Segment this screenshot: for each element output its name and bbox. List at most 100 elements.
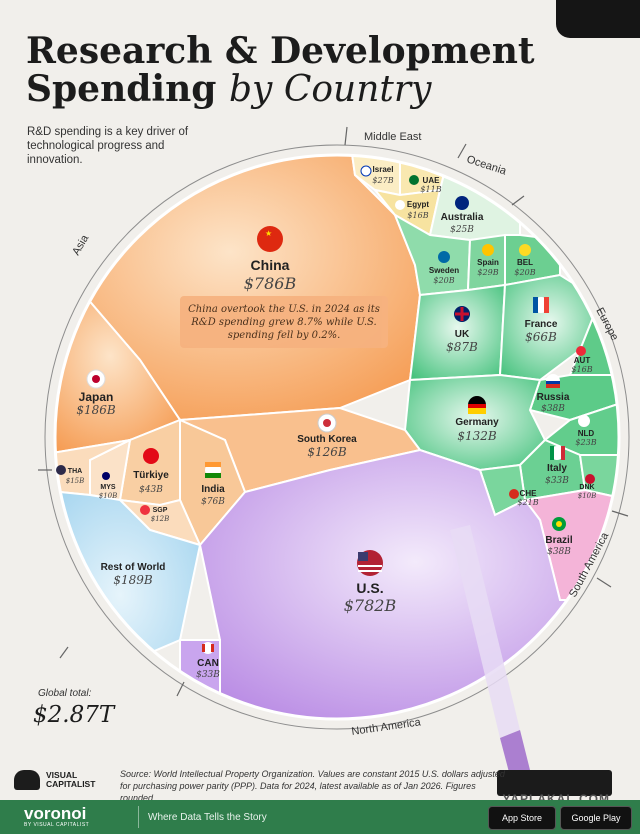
label-uae: UAE (423, 176, 441, 185)
uae-flag-icon (409, 175, 419, 185)
value-uae: $11B (420, 185, 441, 194)
value-egypt: $16B (407, 211, 428, 220)
label-israel: Israel (373, 165, 394, 174)
voronoi-brand-text: voronoi (24, 804, 87, 823)
value-russia: $38B (541, 404, 565, 414)
israel-flag-icon (360, 165, 372, 177)
label-south-korea: South Korea (297, 434, 357, 445)
outer-ring (44, 144, 630, 730)
label-italy: Italy (547, 463, 567, 474)
subtitle: R&D spending is a key driver of technolo… (27, 126, 189, 166)
austria-flag-icon (576, 346, 586, 356)
value-bel: $20B (514, 268, 535, 277)
value-us: $782B (344, 596, 397, 615)
value-nld: $23B (575, 438, 596, 447)
australia-flag-icon (455, 196, 469, 210)
value-israel: $27B (372, 176, 393, 185)
label-nld: NLD (578, 429, 595, 438)
logo-line1: VISUAL (46, 770, 78, 780)
label-sgp: SGP (153, 507, 168, 514)
thailand-flag-icon (56, 465, 66, 475)
label-egypt: Egypt (407, 200, 430, 209)
label-spain: Spain (477, 258, 499, 267)
value-spain: $29B (477, 268, 498, 277)
denmark-flag-icon (585, 474, 595, 484)
value-che: $21B (517, 498, 538, 507)
flags: ★ (56, 165, 595, 654)
visual-capitalist-logo-icon (14, 770, 40, 790)
value-tha: $15B (66, 477, 85, 485)
footer-tagline: Where Data Tells the Story (148, 812, 267, 823)
value-sweden: $20B (433, 276, 454, 285)
source-note: Source: World Intellectual Property Orga… (120, 769, 505, 803)
value-canada: $33B (196, 670, 220, 680)
callout-box: China overtook the U.S. in 2024 as its R… (180, 296, 388, 348)
label-us: U.S. (356, 580, 383, 596)
label-russia: Russia (537, 392, 570, 403)
value-south-korea: $126B (307, 445, 347, 459)
title-line1: Research & Development (26, 30, 535, 72)
label-bel: BEL (517, 258, 533, 267)
region-oceania: Oceania (465, 153, 509, 177)
label-france: France (525, 319, 558, 330)
region-middle-east: Middle East (364, 131, 421, 143)
pipette-illustration (450, 525, 612, 796)
belgium-flag-icon (519, 244, 531, 256)
label-uk: UK (455, 329, 470, 340)
title-line2-italic: by Country (229, 69, 432, 110)
app-store-button[interactable]: App Store (488, 806, 556, 830)
label-mys: MYS (100, 484, 116, 491)
label-japan: Japan (79, 390, 114, 404)
label-aut: AUT (574, 356, 591, 365)
singapore-flag-icon (140, 505, 150, 515)
logo-line2: CAPITALIST (46, 779, 96, 789)
value-uk: $87B (446, 340, 478, 354)
corner-notch (556, 0, 640, 38)
label-brazil: Brazil (545, 535, 572, 546)
egypt-flag-icon (395, 200, 405, 210)
cell-tha[interactable] (40, 439, 131, 497)
google-play-button[interactable]: Google Play (560, 806, 632, 830)
title-line2-bold: Spending (26, 68, 217, 110)
value-turkiye: $43B (139, 485, 163, 495)
value-aut: $16B (571, 365, 592, 374)
global-total-label: Global total: (38, 688, 92, 699)
switzerland-flag-icon (509, 489, 519, 499)
footer-divider (138, 806, 139, 828)
label-dnk: DNK (579, 484, 594, 491)
value-france: $66B (525, 330, 557, 344)
label-australia: Australia (441, 212, 484, 223)
voronoi-brand[interactable]: voronoi BY VISUAL CAPITALIST (24, 804, 89, 828)
label-turkiye: Türkiye (133, 470, 169, 481)
netherlands-flag-icon (578, 415, 590, 427)
label-tha: THA (68, 468, 82, 475)
visual-capitalist-logo: VISUAL CAPITALIST (14, 770, 95, 790)
value-germany: $132B (457, 429, 497, 443)
value-china: $786B (244, 274, 297, 293)
chart-rim (53, 153, 621, 721)
region-asia: Asia (70, 232, 92, 257)
china-flag-icon (257, 226, 283, 252)
page-title: Research & Development Spending by Count… (26, 32, 535, 109)
value-australia: $25B (450, 225, 474, 235)
value-sgp: $12B (151, 515, 170, 523)
logo-text: VISUAL CAPITALIST (46, 771, 95, 789)
value-italy: $33B (545, 476, 569, 486)
voronoi-brand-sub: BY VISUAL CAPITALIST (24, 822, 90, 828)
spain-flag-icon (482, 244, 494, 256)
label-canada: CAN (197, 658, 219, 669)
value-rest-of-world: $189B (113, 573, 153, 587)
value-mys: $10B (99, 492, 118, 500)
label-rest-of-world: Rest of World (101, 562, 166, 573)
svg-text:★: ★ (265, 229, 272, 238)
label-che: CHE (520, 489, 538, 498)
turkiye-flag-icon (143, 448, 159, 464)
value-dnk: $10B (578, 492, 597, 500)
value-japan: $186B (76, 403, 116, 417)
label-sweden: Sweden (429, 266, 459, 275)
label-germany: Germany (455, 417, 499, 428)
label-china: China (251, 257, 290, 273)
label-india: India (201, 484, 225, 495)
value-india: $76B (201, 497, 225, 507)
